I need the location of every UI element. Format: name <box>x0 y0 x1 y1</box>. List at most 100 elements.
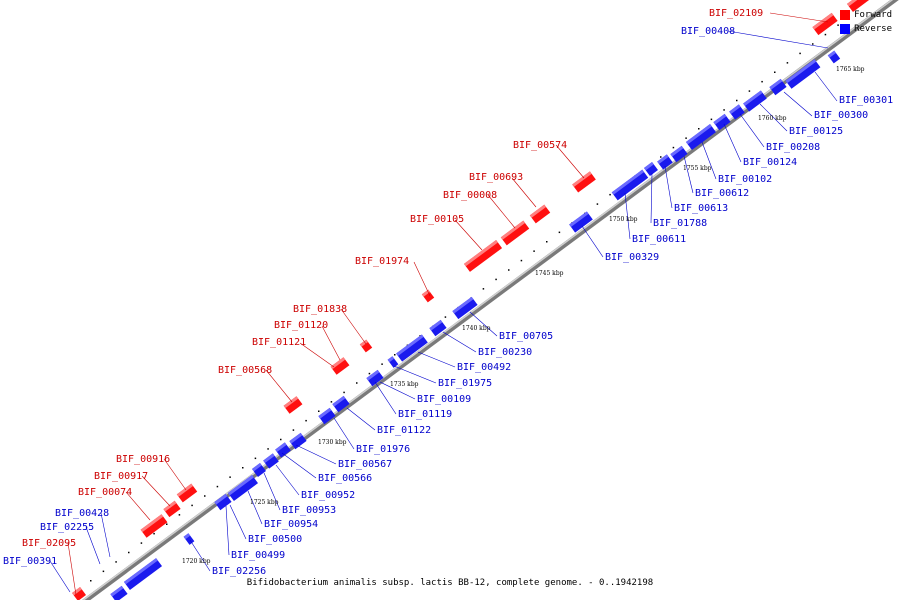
reverse-gene-label[interactable]: BIF_01122 <box>377 425 431 436</box>
reverse-gene-label[interactable]: BIF_00953 <box>282 505 336 516</box>
reverse-gene-label[interactable]: BIF_00300 <box>814 110 868 121</box>
gene-body <box>332 395 350 413</box>
scale-tick-label: 1735 kbp <box>390 381 419 388</box>
gene-bevel <box>657 154 669 164</box>
reverse-gene-label[interactable]: BIF_00567 <box>338 459 392 470</box>
reverse-gene-label[interactable]: BIF_01788 <box>653 218 707 229</box>
gene-bevel <box>670 145 684 157</box>
reverse-gene <box>429 319 447 337</box>
reverse-gene-label[interactable]: BIF_00391 <box>3 556 57 567</box>
reverse-gene-label[interactable]: BIF_01119 <box>398 409 452 420</box>
label-leader-line <box>275 464 300 496</box>
track-dot <box>748 90 751 92</box>
reverse-gene <box>743 90 767 112</box>
reverse-gene-label[interactable]: BIF_00408 <box>681 26 735 37</box>
reverse-gene <box>657 154 673 170</box>
forward-gene-label[interactable]: BIF_00574 <box>513 140 567 151</box>
reverse-gene-label[interactable]: BIF_00125 <box>789 126 843 137</box>
reverse-gene-label[interactable]: BIF_00329 <box>605 252 659 263</box>
label-leader-line <box>265 369 293 403</box>
gene-body <box>729 104 745 120</box>
forward-gene-label[interactable]: BIF_00917 <box>94 471 148 482</box>
forward-gene-label[interactable]: BIF_00105 <box>410 214 464 225</box>
forward-gene-label[interactable]: BIF_02109 <box>709 8 763 19</box>
reverse-gene <box>332 395 350 413</box>
track-dot <box>115 561 117 563</box>
legend-label-reverse: Reverse <box>854 24 892 34</box>
reverse-gene-label[interactable]: BIF_00208 <box>766 142 820 153</box>
gene-body <box>214 493 232 511</box>
reverse-gene-label[interactable]: BIF_00499 <box>231 550 285 561</box>
track-dot <box>140 542 143 544</box>
forward-gene-label[interactable]: BIF_00074 <box>78 487 132 498</box>
gene-body <box>611 169 649 201</box>
gene-body <box>463 240 503 272</box>
reverse-gene-label[interactable]: BIF_01975 <box>438 378 492 389</box>
label-leader-line <box>340 308 367 345</box>
label-leader-line <box>393 365 437 384</box>
reverse-gene <box>729 104 745 120</box>
label-leader-line <box>333 417 355 450</box>
reverse-gene-label[interactable]: BIF_02256 <box>212 566 266 577</box>
gene-body <box>176 483 198 503</box>
forward-gene-label[interactable]: BIF_01121 <box>252 337 306 348</box>
reverse-gene-label[interactable]: BIF_00612 <box>695 188 749 199</box>
label-leader-line <box>814 71 838 102</box>
gene-bevel <box>611 169 645 195</box>
label-leader-line <box>759 103 788 132</box>
reverse-gene-label[interactable]: BIF_00705 <box>499 331 553 342</box>
reverse-gene-label[interactable]: BIF_00428 <box>55 508 109 519</box>
reverse-gene-label[interactable]: BIF_00102 <box>718 174 772 185</box>
track-dot <box>381 363 383 365</box>
reverse-gene-label[interactable]: BIF_00611 <box>632 234 686 245</box>
reverse-gene-label[interactable]: BIF_00952 <box>301 490 355 501</box>
track-dot <box>343 391 345 394</box>
reverse-gene-label[interactable]: BIF_00109 <box>417 394 471 405</box>
reverse-gene-label[interactable]: BIF_00124 <box>743 157 797 168</box>
forward-gene-label[interactable]: BIF_01120 <box>274 320 328 331</box>
reverse-gene-label[interactable]: BIF_00954 <box>264 519 318 530</box>
forward-gene-label[interactable]: BIF_01838 <box>293 304 347 315</box>
track-dot <box>292 429 295 431</box>
reverse-gene-label[interactable]: BIF_00566 <box>318 473 372 484</box>
reverse-gene-label[interactable]: BIF_00500 <box>248 534 302 545</box>
label-leader-line <box>555 144 585 179</box>
reverse-gene-label[interactable]: BIF_00613 <box>674 203 728 214</box>
label-leader-line <box>650 172 653 224</box>
label-leader-line <box>189 539 211 572</box>
forward-gene-label[interactable]: BIF_01974 <box>355 256 409 267</box>
forward-gene-label[interactable]: BIF_02095 <box>22 538 76 549</box>
gene-bevel <box>332 395 346 407</box>
strand-legend: Forward Reverse <box>840 8 892 36</box>
reverse-gene-label[interactable]: BIF_01976 <box>356 444 410 455</box>
label-leader-line <box>454 219 483 251</box>
forward-gene-label[interactable]: BIF_00008 <box>443 190 497 201</box>
gene-body <box>785 59 821 89</box>
gene-bevel <box>529 204 547 218</box>
track-dot <box>242 467 244 469</box>
scale-tick-label: 1725 kbp <box>250 499 279 506</box>
label-leader-line <box>783 91 813 117</box>
scale-tick-label: 1760 kbp <box>758 115 787 122</box>
reverse-gene <box>366 369 384 387</box>
reverse-gene-label[interactable]: BIF_00230 <box>478 347 532 358</box>
reverse-gene <box>318 407 336 425</box>
forward-gene <box>176 483 198 503</box>
forward-gene <box>463 240 503 272</box>
forward-gene <box>163 500 181 518</box>
forward-gene-label[interactable]: BIF_00916 <box>116 454 170 465</box>
track-dot <box>102 570 105 573</box>
label-leader-line <box>163 458 187 491</box>
track-dot <box>216 485 219 488</box>
track-dot <box>444 316 447 318</box>
track-dot <box>799 52 801 55</box>
reverse-gene-label[interactable]: BIF_00301 <box>839 95 893 106</box>
gene-body <box>396 334 428 362</box>
label-leader-line <box>67 542 77 596</box>
gene-bevel <box>685 124 712 145</box>
reverse-gene-label[interactable]: BIF_00492 <box>457 362 511 373</box>
forward-gene-label[interactable]: BIF_00693 <box>469 172 523 183</box>
reverse-gene-label[interactable]: BIF_02255 <box>40 522 94 533</box>
reverse-gene <box>289 432 307 450</box>
forward-gene-label[interactable]: BIF_00568 <box>218 365 272 376</box>
